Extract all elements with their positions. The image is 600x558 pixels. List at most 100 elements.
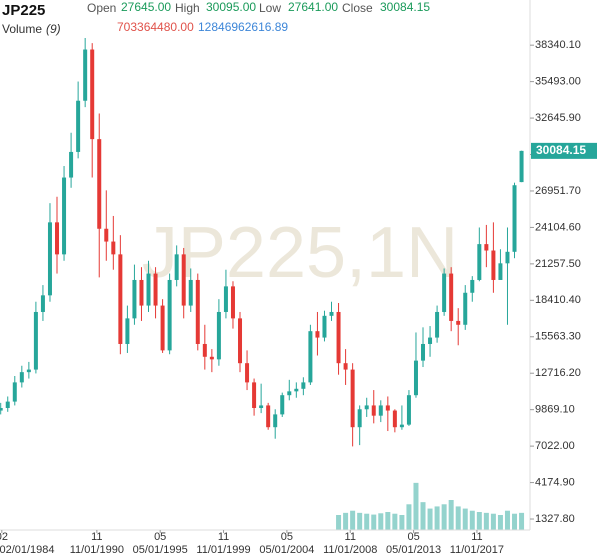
high-value: 30095.00 bbox=[206, 0, 256, 14]
high-label: High bbox=[175, 1, 200, 15]
volume-bar bbox=[364, 513, 370, 530]
candle-body bbox=[259, 405, 264, 408]
x-tick-label: 11 bbox=[345, 531, 356, 543]
volume-bar bbox=[462, 508, 468, 530]
low-value: 27641.00 bbox=[288, 0, 338, 14]
x-tick-label: 05 bbox=[281, 531, 293, 543]
y-tick-label: 12716.20 bbox=[535, 367, 581, 379]
candle-body bbox=[97, 139, 102, 229]
volume-bar bbox=[392, 513, 398, 530]
candle-body bbox=[223, 286, 228, 312]
candle-body bbox=[315, 331, 320, 338]
volume-bar bbox=[504, 510, 510, 530]
candle-body bbox=[287, 391, 292, 396]
symbol: JP225 bbox=[2, 2, 45, 19]
candle-body bbox=[209, 356, 214, 360]
candle-body bbox=[188, 279, 193, 306]
x-tick-label: 11 bbox=[91, 531, 102, 543]
candle-body bbox=[230, 286, 235, 319]
volume-bar bbox=[490, 513, 496, 530]
y-tick-label: 21257.50 bbox=[535, 258, 581, 270]
candle-body bbox=[343, 363, 348, 370]
candle-body bbox=[463, 292, 468, 325]
volume-bar bbox=[519, 512, 525, 530]
candle-body bbox=[357, 409, 362, 428]
x-tick-date: 05/01/2013 bbox=[386, 544, 441, 556]
candle-body bbox=[181, 254, 186, 306]
candle-body bbox=[442, 273, 447, 312]
y-tick-label: 38340.10 bbox=[535, 39, 581, 51]
volume-bar bbox=[420, 502, 426, 530]
candle-body bbox=[273, 414, 278, 428]
volume-bar bbox=[512, 513, 518, 530]
candle-body bbox=[132, 279, 137, 319]
volume-bar bbox=[434, 506, 440, 530]
x-tick-date: 11/01/2017 bbox=[450, 544, 504, 556]
volume-bar bbox=[483, 512, 489, 530]
candle-body bbox=[266, 405, 271, 428]
candle-body bbox=[428, 337, 433, 344]
candle-body bbox=[378, 405, 383, 416]
x-tick-date: 11/01/1999 bbox=[196, 544, 250, 556]
x-tick-label: 11 bbox=[471, 531, 482, 543]
candle-body bbox=[238, 318, 243, 364]
candle-body bbox=[216, 311, 221, 360]
candle-body bbox=[413, 360, 418, 396]
volume-bar bbox=[441, 504, 447, 530]
candle-body bbox=[111, 241, 116, 255]
y-tick-label: 9869.10 bbox=[535, 404, 575, 416]
close-value: 30084.15 bbox=[380, 0, 430, 14]
candle-body bbox=[421, 343, 426, 361]
volume-bar bbox=[413, 482, 419, 530]
candle-body bbox=[118, 254, 123, 344]
y-tick-label: 4174.90 bbox=[535, 476, 575, 488]
candle-body bbox=[19, 372, 24, 383]
candle-body bbox=[40, 295, 45, 312]
candle-body bbox=[498, 263, 503, 280]
x-tick-label: 05 bbox=[407, 531, 419, 543]
candle-body bbox=[294, 388, 299, 392]
candle-body bbox=[153, 273, 158, 306]
candle-body bbox=[252, 382, 257, 408]
candle-body bbox=[76, 100, 81, 152]
candle-body bbox=[280, 395, 285, 415]
y-tick-label: 26951.70 bbox=[535, 185, 581, 197]
last-price-label: 30084.15 bbox=[536, 143, 586, 157]
x-tick-label: 02 bbox=[0, 531, 8, 543]
last-price-badge bbox=[531, 142, 597, 159]
candle-body bbox=[336, 311, 341, 364]
candle-body bbox=[322, 315, 327, 338]
candle-body bbox=[90, 49, 95, 140]
volume-bar bbox=[350, 510, 356, 530]
candle-body bbox=[371, 405, 376, 416]
candle-body bbox=[0, 407, 3, 411]
candle-body bbox=[62, 177, 67, 255]
y-tick-label: 15563.30 bbox=[535, 331, 581, 343]
volume-bar bbox=[427, 508, 433, 530]
x-tick-label: 11 bbox=[218, 531, 229, 543]
volume-bar bbox=[336, 515, 342, 530]
candle-body bbox=[484, 244, 489, 251]
candle-body bbox=[406, 395, 411, 425]
candle-body bbox=[160, 305, 165, 351]
volume-bar bbox=[371, 514, 377, 530]
candle-body bbox=[399, 424, 404, 428]
x-tick-date: 11/01/1990 bbox=[70, 544, 124, 556]
candle-body bbox=[301, 382, 306, 389]
plot-area bbox=[0, 38, 525, 530]
candle-body bbox=[449, 273, 454, 321]
volume-bar bbox=[497, 515, 503, 530]
volume-bar bbox=[385, 512, 391, 530]
x-tick-date: 05/01/2004 bbox=[259, 544, 314, 556]
y-tick-label: 18410.40 bbox=[535, 294, 581, 306]
open-label: Open bbox=[87, 1, 116, 15]
candle-body bbox=[195, 279, 200, 344]
candle-body bbox=[104, 228, 109, 242]
candle-body bbox=[5, 401, 10, 408]
volume-bar bbox=[406, 504, 412, 530]
candle-body bbox=[519, 150, 524, 183]
candle-body bbox=[26, 369, 31, 373]
candle-body bbox=[385, 405, 390, 411]
volume-bar bbox=[378, 513, 384, 530]
volume-bar bbox=[476, 512, 482, 530]
